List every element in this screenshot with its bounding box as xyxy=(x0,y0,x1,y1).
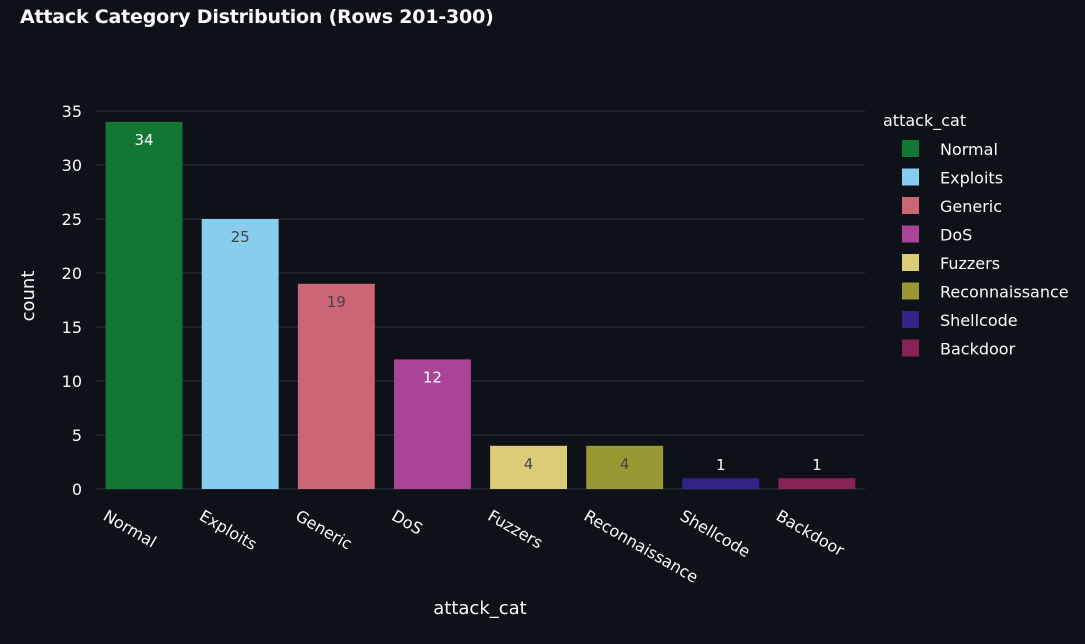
y-tick-label: 20 xyxy=(62,264,82,283)
x-axis-title: attack_cat xyxy=(433,598,526,619)
legend-label[interactable]: Reconnaissance xyxy=(940,283,1069,302)
legend-swatch[interactable] xyxy=(902,168,919,186)
legend-swatch[interactable] xyxy=(902,282,919,300)
gridlines xyxy=(96,110,865,490)
legend-label[interactable]: DoS xyxy=(940,226,972,245)
y-axis-title: count xyxy=(18,271,39,322)
legend-swatch[interactable] xyxy=(902,140,919,157)
x-tick-label: Shellcode xyxy=(677,506,754,561)
legend-label[interactable]: Backdoor xyxy=(940,340,1016,359)
legend-swatch[interactable] xyxy=(902,197,919,214)
legend-swatch[interactable] xyxy=(902,225,919,243)
y-tick-label: 35 xyxy=(62,102,82,121)
bars xyxy=(105,121,856,490)
data-labels: 34 25 19 12 4 4 1 1 xyxy=(135,131,822,474)
data-label: 25 xyxy=(231,228,250,246)
legend-label[interactable]: Fuzzers xyxy=(940,254,1000,273)
legend-label[interactable]: Generic xyxy=(940,197,1002,216)
bar-shellcode[interactable] xyxy=(682,478,760,489)
legend: attack_cat Normal Exploits Generic DoS Fuzze… xyxy=(883,111,1069,359)
y-tick-label: 30 xyxy=(62,156,82,175)
x-tick-label: Backdoor xyxy=(773,506,848,560)
data-label: 1 xyxy=(716,456,726,474)
bar-generic[interactable] xyxy=(297,283,375,489)
x-tick-label: Exploits xyxy=(196,506,260,554)
x-axis-ticks: Normal Exploits Generic DoS Fuzzers Reconnais… xyxy=(100,506,848,587)
y-tick-label: 5 xyxy=(72,426,82,445)
data-label: 34 xyxy=(135,131,154,149)
data-label: 4 xyxy=(524,455,534,473)
x-tick-label: Generic xyxy=(292,506,355,553)
legend-label[interactable]: Shellcode xyxy=(940,311,1018,330)
data-label: 19 xyxy=(327,293,346,311)
legend-label[interactable]: Normal xyxy=(940,140,998,159)
x-tick-label: DoS xyxy=(388,506,425,539)
bar-normal[interactable] xyxy=(105,121,183,490)
legend-title: attack_cat xyxy=(883,111,966,131)
data-label: 4 xyxy=(620,455,630,473)
x-tick-label: Normal xyxy=(100,506,160,551)
data-label: 12 xyxy=(423,368,442,386)
y-tick-label: 0 xyxy=(72,480,82,499)
y-tick-label: 25 xyxy=(62,210,82,229)
bar-dos[interactable] xyxy=(393,359,471,489)
legend-swatch[interactable] xyxy=(902,311,919,328)
x-tick-label: Fuzzers xyxy=(485,506,546,552)
bar-fuzzers[interactable] xyxy=(490,445,568,489)
legend-label[interactable]: Exploits xyxy=(940,169,1003,188)
bar-backdoor[interactable] xyxy=(778,478,856,489)
chart-title: Attack Category Distribution (Rows 201-3… xyxy=(20,6,494,28)
legend-swatch[interactable] xyxy=(902,254,919,271)
legend-items: Normal Exploits Generic DoS Fuzzers Reconnais… xyxy=(902,140,1069,359)
y-tick-label: 15 xyxy=(62,318,82,337)
y-axis-ticks: 0 5 10 15 20 25 30 35 xyxy=(62,102,82,499)
y-tick-label: 10 xyxy=(62,372,82,391)
bar-reconnaissance[interactable] xyxy=(586,445,664,489)
data-label: 1 xyxy=(812,456,822,474)
bar-exploits[interactable] xyxy=(201,219,279,489)
legend-swatch[interactable] xyxy=(902,339,919,357)
